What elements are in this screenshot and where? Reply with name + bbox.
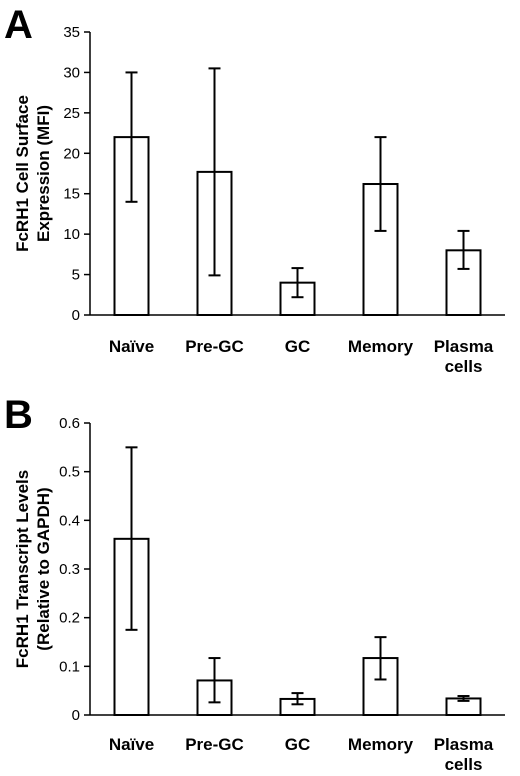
chart2-y-axis-label: (Relative to GAPDH) — [34, 487, 53, 650]
chart2-y-tick-label: 0.2 — [59, 610, 80, 627]
chart1-y-axis-label: FcRH1 Cell Surface — [13, 95, 32, 252]
chart1-y-tick-label: 30 — [63, 64, 80, 81]
chart2-y-tick-label: 0.5 — [59, 464, 80, 481]
chart2-x-tick-label: Plasma — [434, 735, 494, 754]
chart2-y-tick-label: 0.4 — [59, 512, 80, 529]
chart2-x-tick-label: Pre-GC — [185, 735, 244, 754]
chart1-y-tick-label: 5 — [72, 267, 80, 284]
chart1-y-tick-label: 25 — [63, 105, 80, 122]
chart1-x-tick-label: Plasma — [434, 337, 494, 356]
chart1-y-tick-label: 15 — [63, 186, 80, 203]
chart1-x-tick-label: GC — [285, 337, 311, 356]
chart2-y-tick-label: 0.3 — [59, 561, 80, 578]
chart1-y-tick-label: 10 — [63, 226, 80, 243]
chart2-x-tick-label: cells — [445, 755, 483, 774]
chart1-y-axis-label: Expression (MFI) — [34, 105, 53, 242]
chart2-y-tick-label: 0 — [72, 707, 80, 724]
chart1-y-tick-label: 0 — [72, 307, 80, 324]
chart2-x-tick-label: GC — [285, 735, 311, 754]
chart2-x-tick-label: Memory — [348, 735, 414, 754]
chart1-x-tick-label: Naïve — [109, 337, 154, 356]
chart1-x-tick-label: Pre-GC — [185, 337, 244, 356]
chart1-x-tick-label: cells — [445, 357, 483, 376]
chart1-panel-label: A — [4, 3, 33, 47]
chart1-x-tick-label: Memory — [348, 337, 414, 356]
chart2-x-tick-label: Naïve — [109, 735, 154, 754]
chart2-y-tick-label: 0.6 — [59, 415, 80, 432]
chart2-y-axis-label: FcRH1 Transcript Levels — [13, 470, 32, 668]
chart1-y-tick-label: 20 — [63, 145, 80, 162]
chart1-y-tick-label: 35 — [63, 24, 80, 41]
chart2-panel-label: B — [4, 393, 33, 437]
chart2-y-tick-label: 0.1 — [59, 658, 80, 675]
chart1-bar — [279, 281, 316, 316]
